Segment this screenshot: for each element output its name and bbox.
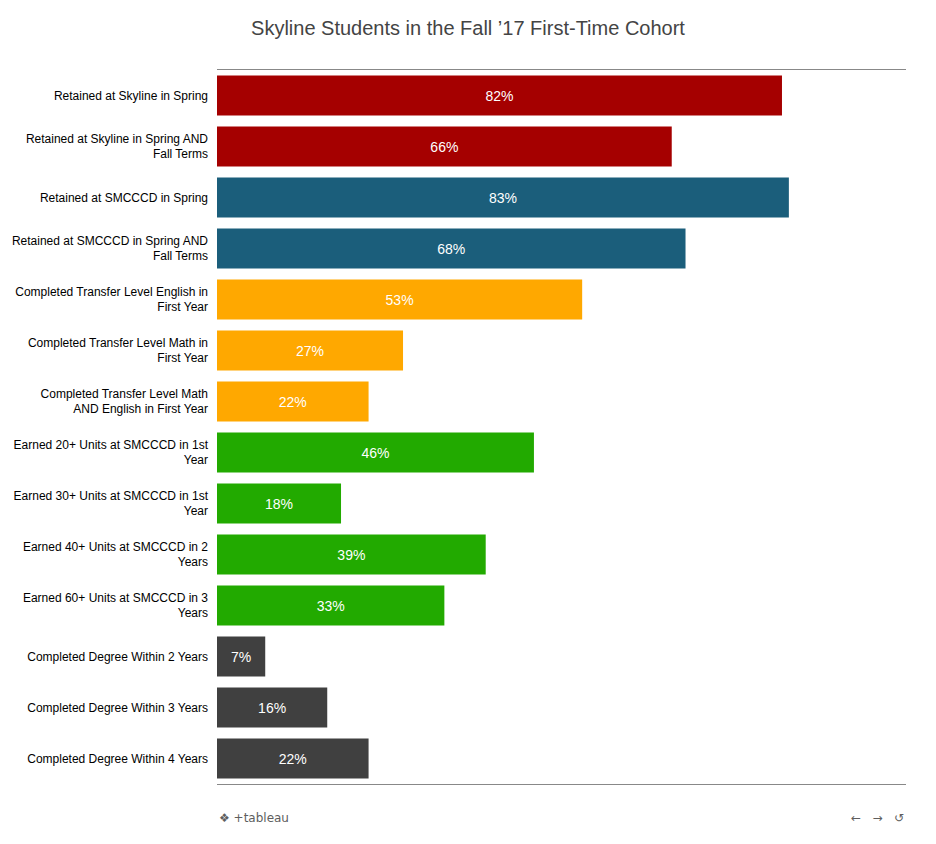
svg-text:33%: 33% — [317, 598, 345, 614]
svg-text:Earned 20+ Units at SMCCCD in: Earned 20+ Units at SMCCCD in 1stYear — [14, 438, 209, 468]
svg-text:7%: 7% — [231, 649, 251, 665]
svg-text:Completed Transfer Level Math: Completed Transfer Level Math inFirst Ye… — [28, 336, 208, 366]
svg-text:53%: 53% — [386, 292, 414, 308]
svg-text:❖ +tableau: ❖ +tableau — [219, 811, 289, 825]
svg-text:18%: 18% — [265, 496, 293, 512]
svg-text:39%: 39% — [337, 547, 365, 563]
svg-text:Retained at Skyline in Spring: Retained at Skyline in Spring ANDFall Te… — [26, 132, 208, 162]
svg-text:Completed Transfer Level Engli: Completed Transfer Level English inFirst… — [15, 285, 208, 315]
svg-text:Completed Degree Within 4 Year: Completed Degree Within 4 Years — [27, 752, 208, 766]
svg-text:22%: 22% — [279, 394, 307, 410]
svg-text:Retained at SMCCCD in Spring: Retained at SMCCCD in Spring — [40, 191, 208, 205]
svg-text:Retained at SMCCCD in Spring A: Retained at SMCCCD in Spring ANDFall Ter… — [12, 234, 208, 264]
svg-text:Earned 40+ Units at SMCCCD in: Earned 40+ Units at SMCCCD in 2Years — [23, 540, 208, 570]
svg-text:27%: 27% — [296, 343, 324, 359]
svg-text:Earned 30+ Units at SMCCCD in: Earned 30+ Units at SMCCCD in 1stYear — [14, 489, 209, 519]
svg-text:Retained at Skyline in Spring: Retained at Skyline in Spring — [54, 89, 208, 103]
svg-text:82%: 82% — [485, 88, 513, 104]
svg-text:Earned 60+ Units at SMCCCD in: Earned 60+ Units at SMCCCD in 3Years — [23, 591, 208, 621]
svg-text:22%: 22% — [279, 751, 307, 767]
svg-text:Completed Degree Within 3 Year: Completed Degree Within 3 Years — [27, 701, 208, 715]
svg-text:66%: 66% — [430, 139, 458, 155]
svg-text:46%: 46% — [361, 445, 389, 461]
svg-text:Completed Degree Within 2 Year: Completed Degree Within 2 Years — [27, 650, 208, 664]
svg-text:83%: 83% — [489, 190, 517, 206]
svg-text:Completed Transfer Level MathA: Completed Transfer Level MathAND English… — [41, 387, 208, 417]
svg-text:68%: 68% — [437, 241, 465, 257]
svg-text:16%: 16% — [258, 700, 286, 716]
svg-text:Skyline Students in the Fall ’: Skyline Students in the Fall ’17 First-T… — [251, 17, 685, 39]
svg-text:← → ↺: ← → ↺ — [851, 811, 904, 825]
